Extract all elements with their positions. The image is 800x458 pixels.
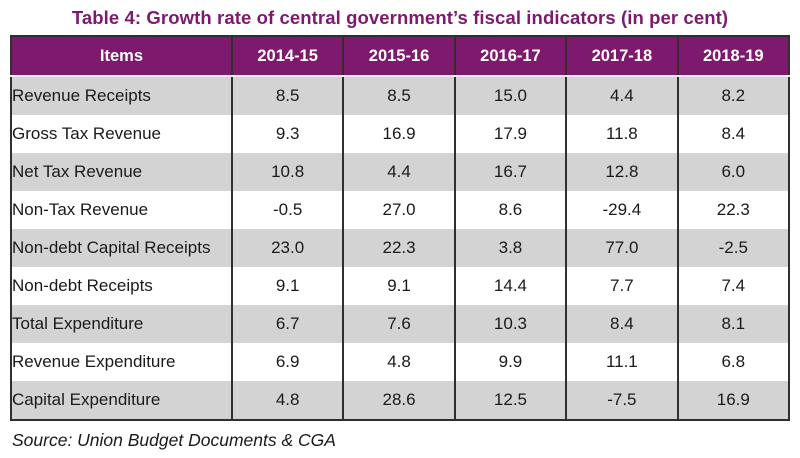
- value-cell: 11.1: [565, 343, 678, 381]
- value-cell: 11.8: [565, 115, 678, 153]
- source-note: Source: Union Budget Documents & CGA: [12, 430, 336, 450]
- value-cell: 8.2: [676, 76, 789, 115]
- value-cell: 7.4: [676, 267, 789, 305]
- value-cell: 22.3: [676, 191, 789, 229]
- value-cell: 6.7: [230, 305, 344, 343]
- value-cell: 6.8: [676, 343, 789, 381]
- row-label-cell: Non-debt Capital Receipts: [11, 229, 232, 267]
- table-row: Non-debt Receipts 9.1 9.1 14.4 7.7 7.4: [11, 267, 789, 305]
- value-cell: 8.4: [676, 115, 789, 153]
- table-title: Table 4: Growth rate of central governme…: [71, 7, 729, 28]
- value-cell: 7.7: [565, 267, 678, 305]
- value-cell: 16.9: [676, 381, 789, 420]
- value-cell: 3.8: [453, 229, 567, 267]
- value-cell: 27.0: [342, 191, 455, 229]
- row-label-cell: Gross Tax Revenue: [11, 115, 232, 153]
- column-header-year: 2016-17: [453, 36, 567, 77]
- row-label-cell: Net Tax Revenue: [11, 153, 232, 191]
- value-cell: 10.8: [230, 153, 344, 191]
- value-cell: 6.9: [230, 343, 344, 381]
- value-cell: 12.8: [565, 153, 678, 191]
- row-label-cell: Total Expenditure: [11, 305, 232, 343]
- value-cell: 9.1: [230, 267, 344, 305]
- value-cell: 4.4: [342, 153, 455, 191]
- row-label-cell: Non-debt Receipts: [11, 267, 232, 305]
- value-cell: 4.4: [565, 76, 678, 115]
- row-label-cell: Capital Expenditure: [11, 381, 232, 420]
- value-cell: -7.5: [565, 381, 678, 420]
- value-cell: -0.5: [230, 191, 344, 229]
- value-cell: 8.4: [565, 305, 678, 343]
- value-cell: 4.8: [230, 381, 344, 420]
- value-cell: 22.3: [342, 229, 455, 267]
- value-cell: 9.3: [230, 115, 344, 153]
- value-cell: 15.0: [453, 76, 567, 115]
- value-cell: 8.6: [453, 191, 567, 229]
- value-cell: 16.9: [342, 115, 455, 153]
- table-header: Items 2014-15 2015-16 2016-17 2017-18 2018-19: [11, 36, 789, 77]
- column-header-year: 2017-18: [565, 36, 678, 77]
- value-cell: 16.7: [453, 153, 567, 191]
- table-row: Capital Expenditure 4.8 28.6 12.5 -7.5 16.9: [11, 381, 789, 420]
- value-cell: 8.5: [230, 76, 344, 115]
- value-cell: 7.6: [342, 305, 455, 343]
- table-row: Gross Tax Revenue 9.3 16.9 17.9 11.8 8.4: [11, 115, 789, 153]
- value-cell: 10.3: [453, 305, 567, 343]
- value-cell: 6.0: [676, 153, 789, 191]
- table-body: Revenue Receipts 8.5 8.5 15.0 4.4 8.2 Gross Ta…: [11, 76, 789, 420]
- value-cell: 28.6: [342, 381, 455, 420]
- row-label-cell: Revenue Expenditure: [11, 343, 232, 381]
- column-header-items: Items: [11, 36, 232, 77]
- value-cell: 8.5: [342, 76, 455, 115]
- table-row: Revenue Expenditure 6.9 4.8 9.9 11.1 6.8: [11, 343, 789, 381]
- value-cell: -29.4: [565, 191, 678, 229]
- row-label-cell: Revenue Receipts: [11, 76, 232, 115]
- value-cell: 8.1: [676, 305, 789, 343]
- column-header-year: 2014-15: [230, 36, 344, 77]
- value-cell: 9.1: [342, 267, 455, 305]
- header-row: Items 2014-15 2015-16 2016-17 2017-18 2018-19: [11, 36, 789, 77]
- value-cell: 12.5: [453, 381, 567, 420]
- value-cell: 17.9: [453, 115, 567, 153]
- value-cell: 4.8: [342, 343, 455, 381]
- column-header-year: 2018-19: [676, 36, 789, 77]
- table-row: Non-Tax Revenue -0.5 27.0 8.6 -29.4 22.3: [11, 191, 789, 229]
- value-cell: 14.4: [453, 267, 567, 305]
- row-label-cell: Non-Tax Revenue: [11, 191, 232, 229]
- value-cell: 77.0: [565, 229, 678, 267]
- fiscal-indicators-table: Items 2014-15 2015-16 2016-17 2017-18 2018-19…: [10, 35, 790, 421]
- table-row: Revenue Receipts 8.5 8.5 15.0 4.4 8.2: [11, 76, 789, 115]
- value-cell: -2.5: [676, 229, 789, 267]
- column-header-year: 2015-16: [342, 36, 455, 77]
- table-row: Non-debt Capital Receipts 23.0 22.3 3.8 77.0…: [11, 229, 789, 267]
- table-row: Total Expenditure 6.7 7.6 10.3 8.4 8.1: [11, 305, 789, 343]
- value-cell: 9.9: [453, 343, 567, 381]
- value-cell: 23.0: [230, 229, 344, 267]
- table-row: Net Tax Revenue 10.8 4.4 16.7 12.8 6.0: [11, 153, 789, 191]
